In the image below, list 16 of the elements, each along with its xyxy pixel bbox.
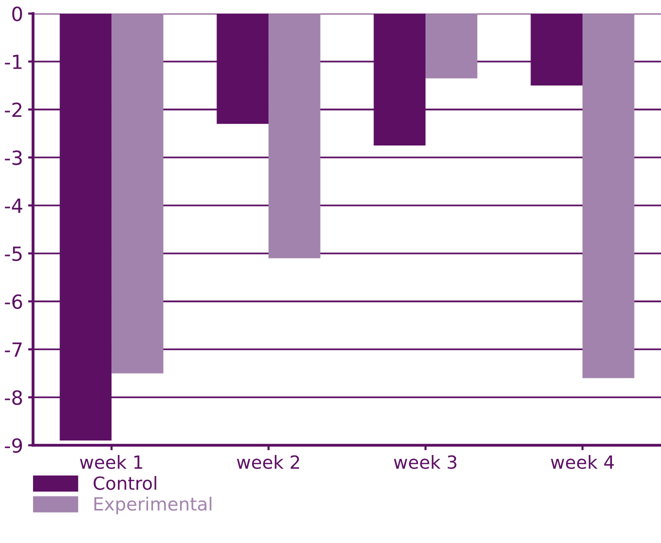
legend-label: Control	[94, 476, 156, 490]
x-tick-label: week 3	[394, 454, 456, 469]
x-tick-label: week 4	[550, 454, 614, 469]
y-tick-label: 0	[12, 6, 22, 22]
y-tick-label: -1	[4, 54, 22, 69]
y-tick-label: -7	[4, 342, 22, 357]
y-tick-label: -5	[4, 246, 22, 262]
y-tick-label: -3	[4, 150, 22, 166]
x-tick-label: week 1	[80, 454, 142, 469]
legend-label: Experimental	[94, 496, 212, 514]
x-tick-label: week 2	[236, 454, 300, 469]
y-tick-label: -8	[4, 390, 22, 405]
y-tick-label: -4	[4, 198, 22, 213]
y-tick-label: -2	[4, 102, 22, 117]
y-tick-label: -6	[4, 294, 22, 310]
y-tick-label: -9	[4, 438, 22, 453]
